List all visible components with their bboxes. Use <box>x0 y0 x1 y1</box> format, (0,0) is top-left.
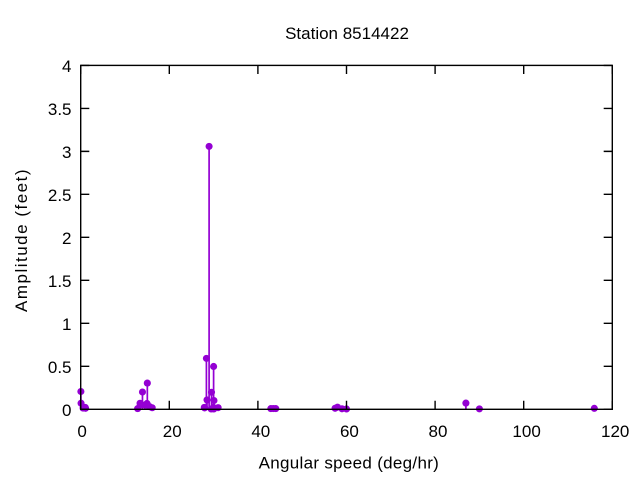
svg-text:3.5: 3.5 <box>48 100 72 119</box>
svg-text:120: 120 <box>601 422 629 441</box>
svg-text:4: 4 <box>62 57 71 76</box>
svg-text:40: 40 <box>251 422 270 441</box>
svg-text:100: 100 <box>512 422 540 441</box>
svg-text:60: 60 <box>340 422 359 441</box>
svg-text:3: 3 <box>62 143 71 162</box>
svg-text:2.5: 2.5 <box>48 186 72 205</box>
svg-text:1.5: 1.5 <box>48 272 72 291</box>
svg-text:Angular speed (deg/hr): Angular speed (deg/hr) <box>259 453 440 472</box>
svg-text:Amplitude (feet): Amplitude (feet) <box>12 168 31 312</box>
svg-text:0: 0 <box>77 422 86 441</box>
svg-text:0: 0 <box>62 401 71 420</box>
svg-text:Station 8514422: Station 8514422 <box>285 24 409 43</box>
svg-text:2: 2 <box>62 229 71 248</box>
svg-text:1: 1 <box>62 315 71 334</box>
svg-text:0.5: 0.5 <box>48 358 72 377</box>
svg-text:20: 20 <box>163 422 182 441</box>
svg-text:80: 80 <box>429 422 448 441</box>
